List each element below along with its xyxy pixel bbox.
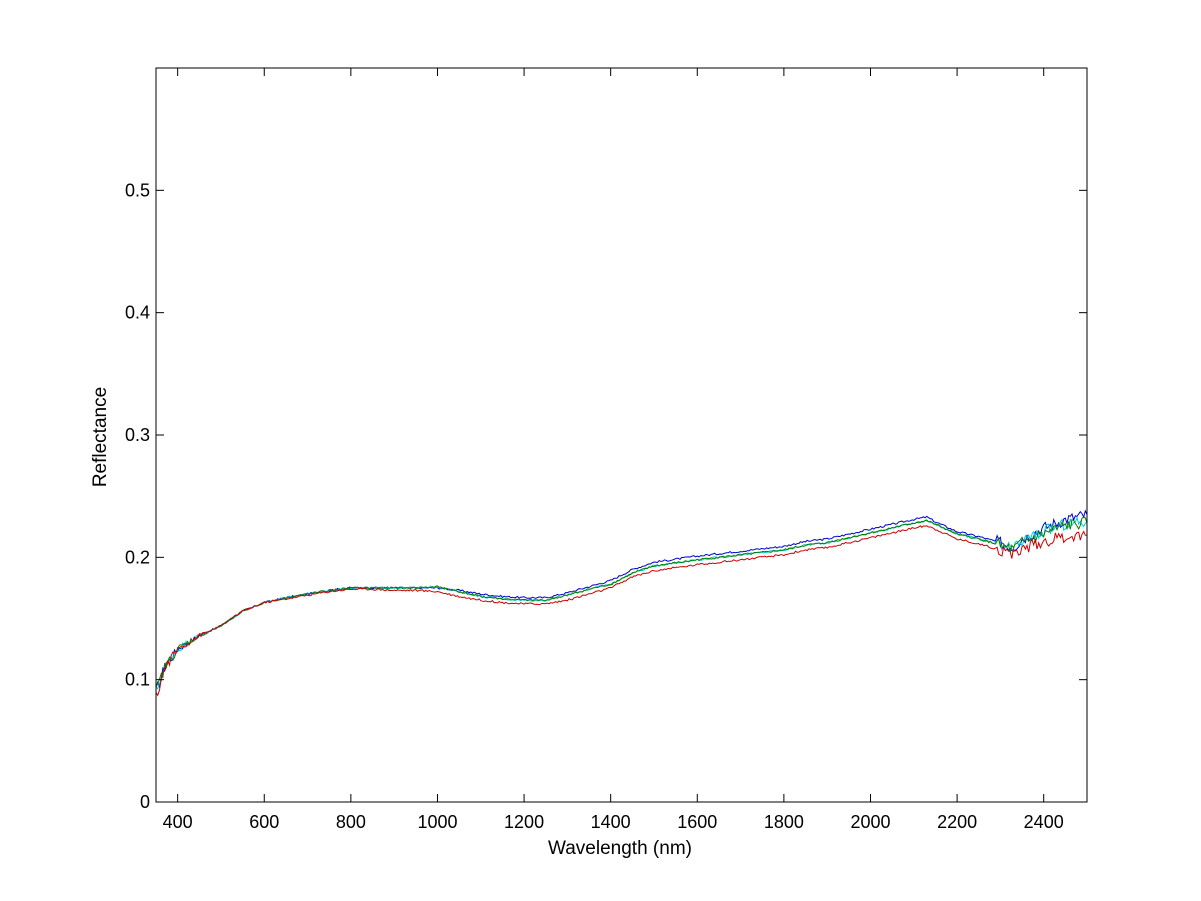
y-axis-label: Reflectance — [90, 387, 111, 487]
y-tick-label: 0.2 — [125, 547, 150, 567]
y-tick-label: 0.1 — [125, 670, 150, 690]
y-tick-label: 0.3 — [125, 425, 150, 445]
x-tick-label: 2400 — [1024, 812, 1064, 832]
x-tick-label: 800 — [336, 812, 366, 832]
series-line-3 — [155, 516, 1088, 687]
x-tick-label: 1800 — [764, 812, 804, 832]
y-tick-label: 0 — [140, 792, 150, 812]
y-tick-label: 0.4 — [125, 303, 150, 323]
x-tick-label: 600 — [249, 812, 279, 832]
x-tick-label: 2200 — [937, 812, 977, 832]
x-tick-label: 1400 — [591, 812, 631, 832]
series-line-4 — [155, 525, 1088, 697]
x-axis-label: Wavelength (nm) — [548, 838, 692, 859]
series-layer — [155, 509, 1088, 697]
x-tick-label: 2000 — [850, 812, 890, 832]
x-tick-label: 1200 — [504, 812, 544, 832]
plot-frame — [155, 67, 1088, 803]
ticks-layer: 400 600 800 1000 1200 1400 1600 1800 2000 2200 240… — [125, 68, 1087, 832]
y-tick-label: 0.5 — [125, 180, 150, 200]
x-tick-label: 1000 — [417, 812, 457, 832]
x-tick-label: 400 — [163, 812, 193, 832]
x-tick-label: 1600 — [677, 812, 717, 832]
